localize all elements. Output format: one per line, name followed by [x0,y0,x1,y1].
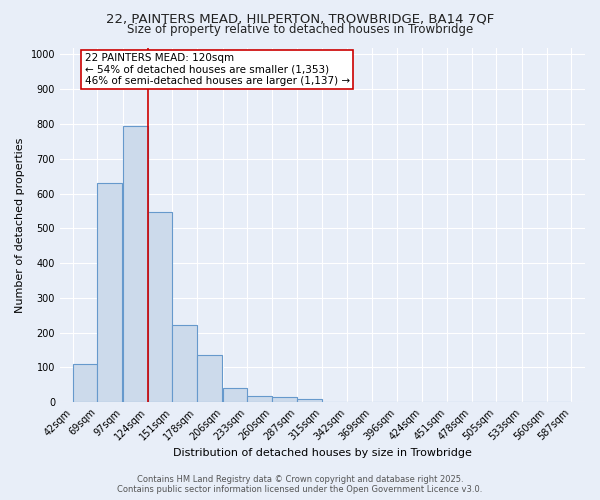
Text: Contains HM Land Registry data © Crown copyright and database right 2025.
Contai: Contains HM Land Registry data © Crown c… [118,474,482,494]
Bar [123,126,148,402]
Bar [297,399,322,402]
X-axis label: Distribution of detached houses by size in Trowbridge: Distribution of detached houses by size … [173,448,472,458]
Bar [172,325,197,402]
Bar [223,388,247,402]
Y-axis label: Number of detached properties: Number of detached properties [15,137,25,312]
Bar [97,183,122,402]
Text: 22 PAINTERS MEAD: 120sqm
← 54% of detached houses are smaller (1,353)
46% of sem: 22 PAINTERS MEAD: 120sqm ← 54% of detach… [85,52,350,86]
Bar [197,355,222,402]
Bar [247,396,272,402]
Bar [272,397,297,402]
Bar [73,364,97,402]
Text: Size of property relative to detached houses in Trowbridge: Size of property relative to detached ho… [127,22,473,36]
Bar [148,212,172,402]
Text: 22, PAINTERS MEAD, HILPERTON, TROWBRIDGE, BA14 7QF: 22, PAINTERS MEAD, HILPERTON, TROWBRIDGE… [106,12,494,26]
